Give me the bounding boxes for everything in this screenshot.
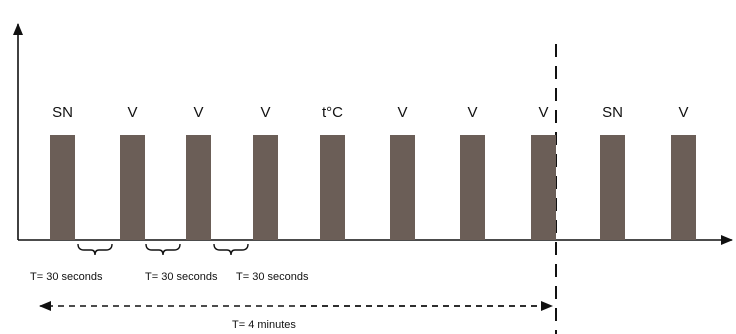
slot-label-8: V xyxy=(538,104,548,121)
slot-bar-7 xyxy=(460,135,485,240)
slot-label-7: V xyxy=(467,104,477,121)
slot-label-3: V xyxy=(193,104,203,121)
interval-label-3: T= 30 seconds xyxy=(236,271,309,283)
slot-label-9: SN xyxy=(602,104,623,121)
slot-bar-3 xyxy=(186,135,211,240)
slot-bar-9 xyxy=(600,135,625,240)
measurement-bars xyxy=(50,135,696,240)
slot-label-10: V xyxy=(678,104,688,121)
interval-label-1: T= 30 seconds xyxy=(30,271,103,283)
slot-label-1: SN xyxy=(52,104,73,121)
slot-label-5: t°C xyxy=(322,104,343,121)
slot-bar-2 xyxy=(120,135,145,240)
slot-label-2: V xyxy=(127,104,137,121)
interval-brace-1 xyxy=(77,243,113,256)
slot-bar-8 xyxy=(531,135,556,240)
slot-bar-6 xyxy=(390,135,415,240)
interval-label-2: T= 30 seconds xyxy=(145,271,218,283)
slot-bar-1 xyxy=(50,135,75,240)
interval-brace-3 xyxy=(213,243,249,256)
interval-brace-2 xyxy=(145,243,181,256)
slot-label-6: V xyxy=(397,104,407,121)
interval-braces xyxy=(77,243,249,256)
total-duration-label: T= 4 minutes xyxy=(232,319,296,331)
slot-bar-5 xyxy=(320,135,345,240)
slot-bar-10 xyxy=(671,135,696,240)
slot-label-4: V xyxy=(260,104,270,121)
slot-bar-4 xyxy=(253,135,278,240)
